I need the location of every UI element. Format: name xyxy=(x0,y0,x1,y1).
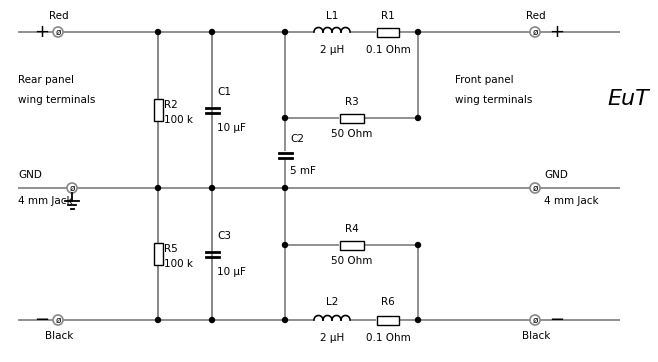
Text: GND: GND xyxy=(544,170,568,180)
Text: 10 µF: 10 µF xyxy=(217,123,246,133)
Text: wing terminals: wing terminals xyxy=(18,95,95,105)
Circle shape xyxy=(282,317,288,323)
Circle shape xyxy=(530,315,540,325)
Circle shape xyxy=(415,115,420,121)
Circle shape xyxy=(53,315,63,325)
Text: +: + xyxy=(34,23,49,41)
Text: Rear panel: Rear panel xyxy=(18,75,74,85)
Circle shape xyxy=(209,317,215,323)
Text: Red: Red xyxy=(49,11,69,21)
Text: R5: R5 xyxy=(164,244,178,254)
Bar xyxy=(340,240,363,249)
Text: R4: R4 xyxy=(345,224,359,234)
Bar xyxy=(377,28,399,37)
Text: 0.1 Ohm: 0.1 Ohm xyxy=(366,333,411,343)
Circle shape xyxy=(415,29,420,34)
Text: C3: C3 xyxy=(217,231,231,241)
Circle shape xyxy=(209,29,215,34)
Text: R6: R6 xyxy=(381,297,395,307)
Circle shape xyxy=(155,185,161,190)
Text: C2: C2 xyxy=(290,134,304,144)
Text: 5 mF: 5 mF xyxy=(290,166,316,176)
Text: C1: C1 xyxy=(217,87,231,97)
Circle shape xyxy=(209,185,215,190)
Text: +: + xyxy=(549,23,565,41)
Text: 100 k: 100 k xyxy=(164,115,193,125)
Circle shape xyxy=(530,183,540,193)
Text: R3: R3 xyxy=(345,97,359,107)
Text: GND: GND xyxy=(18,170,42,180)
Text: 4 mm Jack: 4 mm Jack xyxy=(544,196,599,206)
Circle shape xyxy=(415,243,420,248)
Text: ø: ø xyxy=(532,316,538,325)
Circle shape xyxy=(53,27,63,37)
Text: 10 µF: 10 µF xyxy=(217,267,246,277)
Bar xyxy=(340,114,363,122)
Circle shape xyxy=(155,317,161,323)
Text: 0.1 Ohm: 0.1 Ohm xyxy=(366,45,411,55)
Text: 4 mm Jack: 4 mm Jack xyxy=(18,196,72,206)
Text: ø: ø xyxy=(532,28,538,37)
Bar xyxy=(377,316,399,324)
Circle shape xyxy=(282,29,288,34)
Text: R1: R1 xyxy=(381,11,395,21)
Text: Black: Black xyxy=(522,331,550,341)
Text: 2 µH: 2 µH xyxy=(320,45,344,55)
Circle shape xyxy=(155,29,161,34)
Text: ø: ø xyxy=(69,184,75,193)
Bar xyxy=(153,243,163,265)
Circle shape xyxy=(282,185,288,190)
Text: R2: R2 xyxy=(164,100,178,110)
Text: Red: Red xyxy=(526,11,546,21)
Text: 50 Ohm: 50 Ohm xyxy=(331,129,372,139)
Circle shape xyxy=(530,27,540,37)
Text: ø: ø xyxy=(55,28,61,37)
Text: L2: L2 xyxy=(326,297,338,307)
Text: 2 µH: 2 µH xyxy=(320,333,344,343)
Text: 50 Ohm: 50 Ohm xyxy=(331,256,372,266)
Text: wing terminals: wing terminals xyxy=(455,95,532,105)
Circle shape xyxy=(282,243,288,248)
Bar xyxy=(153,99,163,121)
Circle shape xyxy=(415,317,420,323)
Text: ø: ø xyxy=(532,184,538,193)
Text: −: − xyxy=(549,311,565,329)
Text: ø: ø xyxy=(55,316,61,325)
Text: Front panel: Front panel xyxy=(455,75,514,85)
Text: −: − xyxy=(34,311,49,329)
Circle shape xyxy=(282,115,288,121)
Text: L1: L1 xyxy=(326,11,338,21)
Text: 100 k: 100 k xyxy=(164,259,193,269)
Text: Black: Black xyxy=(45,331,73,341)
Text: EuT: EuT xyxy=(607,89,649,109)
Circle shape xyxy=(67,183,77,193)
